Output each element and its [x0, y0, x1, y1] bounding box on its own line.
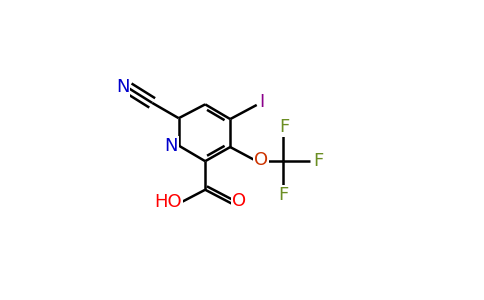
- Text: N: N: [165, 136, 178, 154]
- Text: O: O: [232, 192, 246, 210]
- Text: O: O: [254, 151, 268, 169]
- Text: HO: HO: [154, 193, 182, 211]
- Text: F: F: [313, 152, 323, 170]
- Text: F: F: [280, 118, 290, 136]
- Text: F: F: [278, 186, 288, 204]
- Text: N: N: [116, 78, 130, 96]
- Text: I: I: [260, 93, 265, 111]
